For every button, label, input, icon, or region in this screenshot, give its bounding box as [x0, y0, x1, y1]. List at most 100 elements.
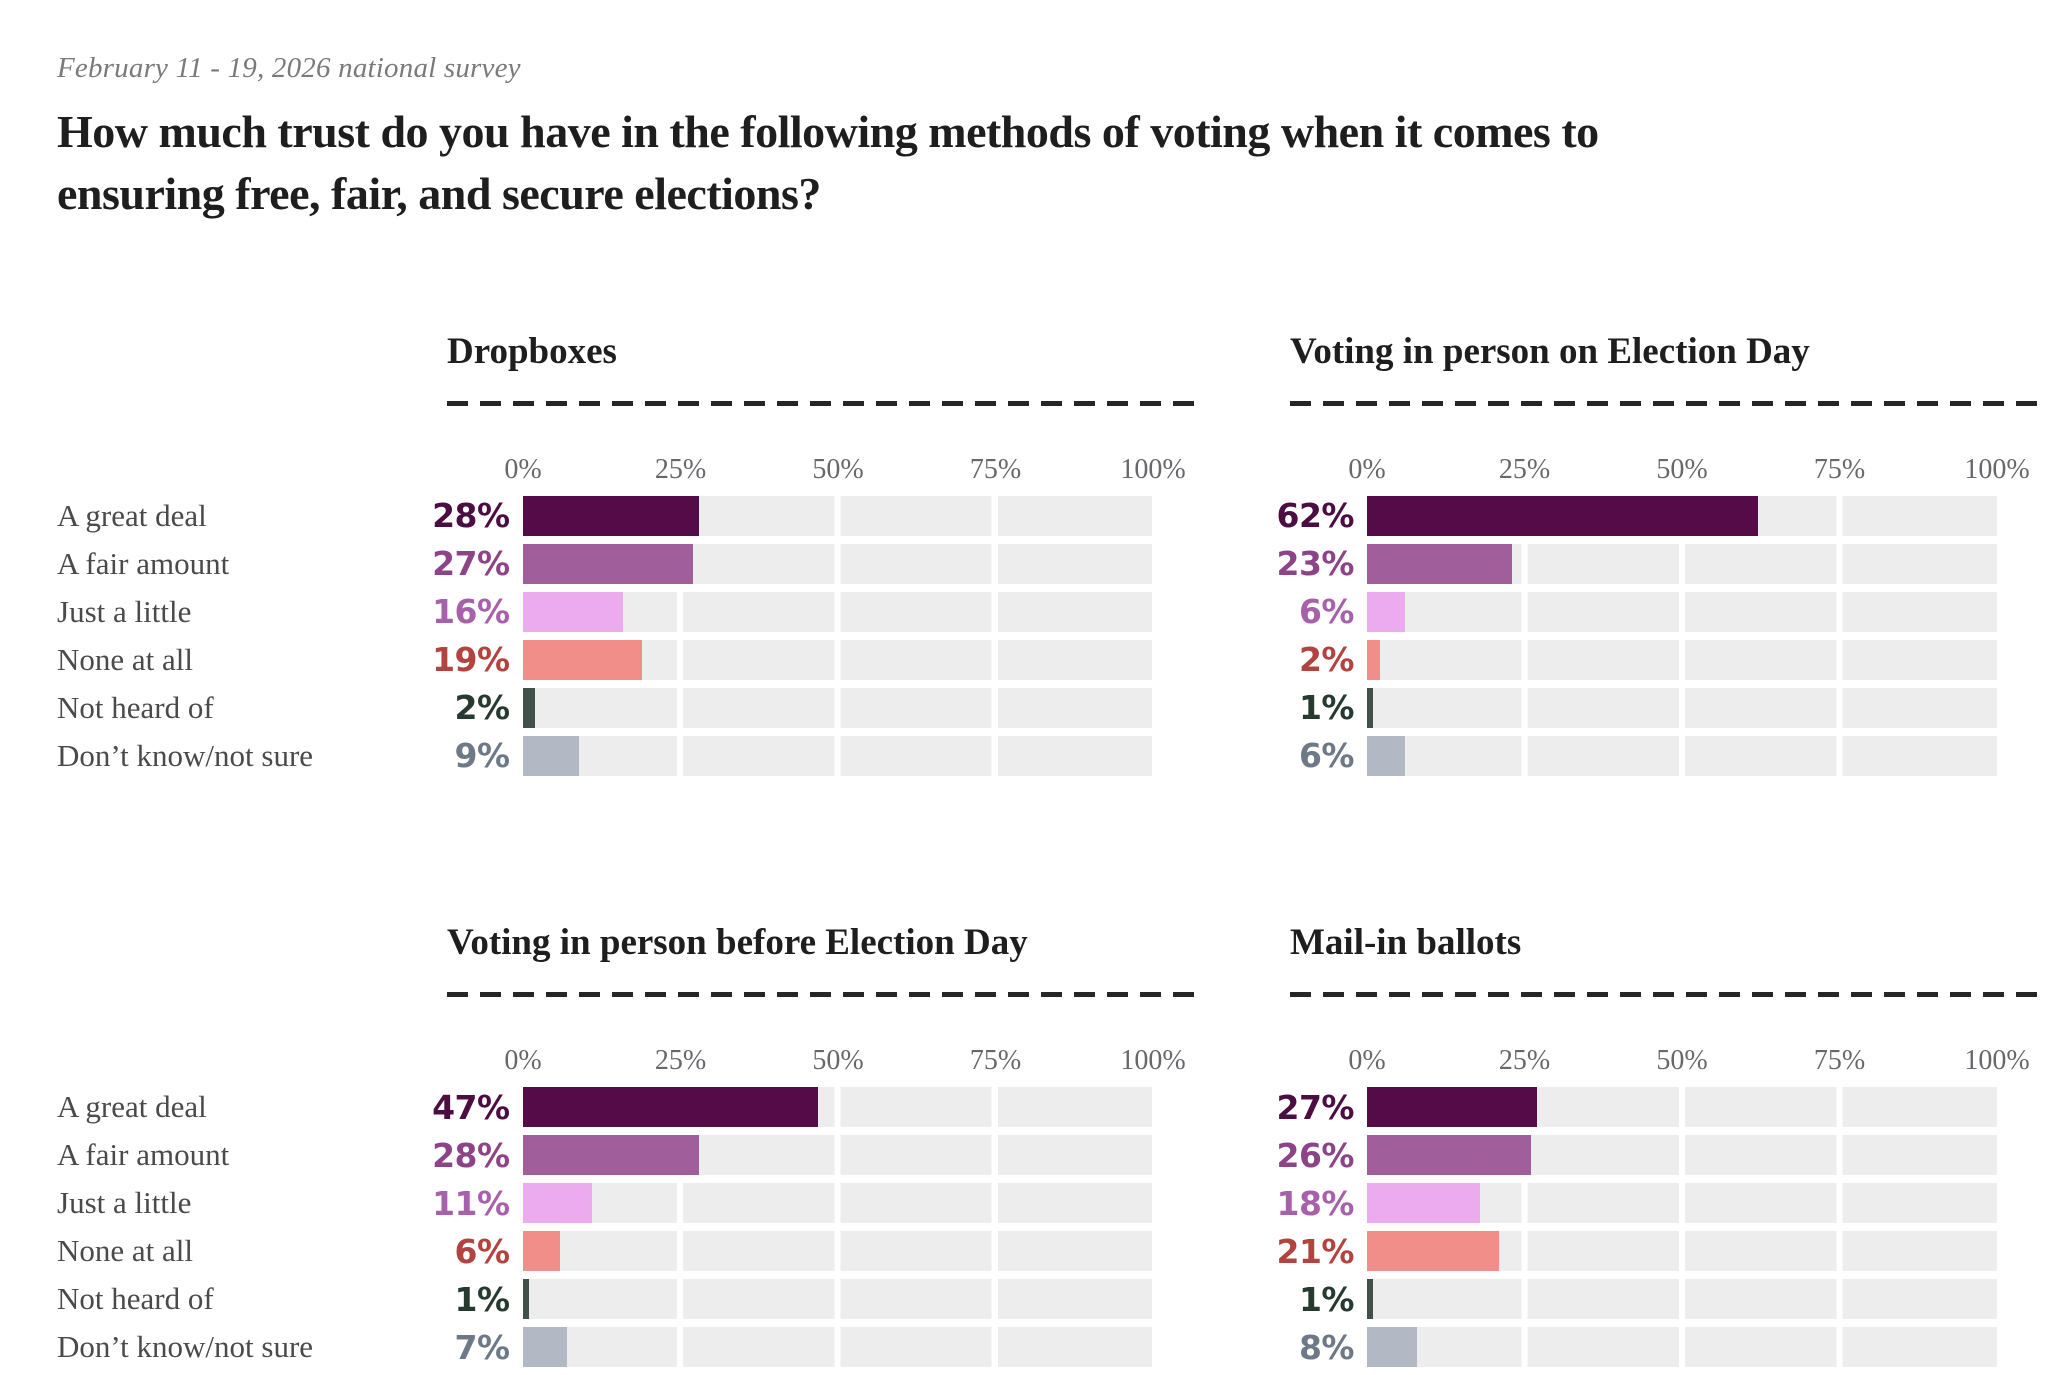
- value-label: 11%: [432, 1183, 510, 1223]
- table-row: 21%: [1254, 1231, 1998, 1272]
- bar-track: [522, 1183, 1152, 1224]
- bar-track: [522, 495, 1152, 536]
- bar: [1367, 495, 1758, 536]
- category-label: None at all: [57, 641, 194, 677]
- x-axis: 0% 25% 50% 75% 100%: [504, 1045, 1185, 1077]
- x-axis-tick: 100%: [1964, 1045, 2030, 1077]
- table-row: 27%: [1254, 1087, 1998, 1128]
- value-label: 1%: [454, 1279, 511, 1319]
- bar-track: [522, 1087, 1152, 1128]
- value-label: 18%: [1276, 1183, 1355, 1223]
- survey-date-eyebrow: February 11 - 19, 2026 national survey: [57, 52, 521, 84]
- table-row: A great deal 28%: [57, 495, 1152, 536]
- table-row: None at all 6%: [57, 1231, 1152, 1272]
- chart-title: Voting in person on Election Day: [1290, 330, 1810, 372]
- category-label: Just a little: [57, 1185, 192, 1221]
- bar: [522, 1087, 819, 1128]
- page-title-line-2: ensuring free, fair, and secure election…: [57, 167, 821, 219]
- x-axis-tick: 75%: [969, 1045, 1022, 1077]
- table-row: A fair amount 28%: [57, 1135, 1152, 1176]
- value-label: 9%: [454, 736, 511, 776]
- dashed-rule: [1290, 992, 2048, 998]
- bar: [1367, 1327, 1418, 1368]
- bar-rows: 27% 26% 18% 21% 1% 8%: [1254, 1087, 1998, 1368]
- table-row: None at all 19%: [57, 639, 1152, 680]
- value-label: 23%: [1276, 544, 1355, 584]
- dashed-rule: [447, 992, 1197, 998]
- bar: [1367, 1183, 1481, 1224]
- bar: [522, 687, 536, 728]
- table-row: 62%: [1254, 495, 1998, 536]
- category-label: Not heard of: [57, 1281, 214, 1317]
- table-row: 6%: [1254, 735, 1998, 776]
- bar-track: [522, 639, 1152, 680]
- category-label: Don’t know/not sure: [57, 1329, 314, 1365]
- dashed-rule: [1290, 400, 2048, 406]
- bar-track: [522, 687, 1152, 728]
- bar: [522, 1231, 561, 1272]
- bar: [1367, 1087, 1538, 1128]
- table-row: 18%: [1254, 1183, 1998, 1224]
- dashed-rule: [447, 400, 1197, 406]
- bar-track: [522, 543, 1152, 584]
- bar: [522, 543, 693, 584]
- bar: [522, 495, 699, 536]
- category-label: Don’t know/not sure: [57, 737, 314, 773]
- x-axis-tick: 0%: [1348, 453, 1386, 485]
- category-label: A fair amount: [57, 1137, 230, 1173]
- table-row: 8%: [1254, 1327, 1998, 1368]
- chart-title: Voting in person before Election Day: [447, 922, 1028, 964]
- value-label: 21%: [1276, 1231, 1355, 1271]
- bar-track: [522, 1327, 1152, 1368]
- table-row: 6%: [1254, 591, 1998, 632]
- x-axis-tick: 50%: [812, 1045, 864, 1077]
- bar: [522, 735, 580, 776]
- value-label: 27%: [432, 544, 510, 584]
- bar-track: [522, 735, 1152, 776]
- x-axis-tick: 25%: [654, 453, 707, 485]
- table-row: 1%: [1254, 1279, 1998, 1320]
- bar-track: [1367, 1231, 1997, 1272]
- value-label: 1%: [1298, 1279, 1355, 1319]
- chart-panel-mail-in-ballots: Mail-in ballots 0% 25% 50% 75% 100% 27% 26% 18% 2…: [1254, 894, 2048, 1375]
- bar-track: [1367, 735, 1997, 776]
- category-label: None at all: [57, 1233, 194, 1269]
- bar: [1367, 1231, 1500, 1272]
- value-label: 26%: [1276, 1135, 1355, 1175]
- x-axis-tick: 25%: [1498, 1045, 1551, 1077]
- value-label: 1%: [1298, 688, 1355, 728]
- bar-track: [522, 591, 1152, 632]
- bar: [522, 1327, 567, 1368]
- table-row: Just a little 16%: [57, 591, 1152, 632]
- chart-title: Mail-in ballots: [1290, 922, 1522, 964]
- bar: [1367, 1279, 1374, 1320]
- chart-panel-voting-in-person-on-election-day: Voting in person on Election Day 0% 25% 50%…: [1254, 302, 2048, 783]
- chart-panel-dropboxes: Dropboxes 0% 25% 50% 75% 100% A great deal 28% A…: [57, 302, 1197, 783]
- bar: [1367, 687, 1374, 728]
- category-label: Not heard of: [57, 689, 214, 725]
- bar: [1367, 639, 1380, 680]
- x-axis-tick: 50%: [812, 453, 864, 485]
- x-axis: 0% 25% 50% 75% 100%: [1348, 453, 2029, 486]
- table-row: A fair amount 27%: [57, 543, 1152, 584]
- bar-track: [1367, 591, 1997, 632]
- x-axis-tick: 100%: [1120, 453, 1186, 485]
- table-row: 23%: [1254, 543, 1998, 584]
- value-label: 6%: [454, 1231, 511, 1271]
- table-row: A great deal 47%: [57, 1087, 1152, 1128]
- bar: [1367, 1135, 1531, 1176]
- bar: [522, 591, 624, 632]
- bar-rows: A great deal 28% A fair amount 27% Just a li…: [57, 495, 1152, 776]
- value-label: 19%: [432, 640, 510, 680]
- bar-track: [1367, 1087, 1997, 1128]
- bar: [522, 1135, 699, 1176]
- value-label: 47%: [432, 1087, 510, 1127]
- value-label: 6%: [1298, 736, 1355, 776]
- bar-track: [1367, 495, 1997, 536]
- x-axis-tick: 100%: [1964, 453, 2030, 485]
- category-label: A fair amount: [57, 545, 230, 581]
- table-row: 2%: [1254, 639, 1998, 680]
- bar-rows: A great deal 47% A fair amount 28% Just a li…: [57, 1087, 1152, 1368]
- x-axis-tick: 25%: [1498, 453, 1551, 485]
